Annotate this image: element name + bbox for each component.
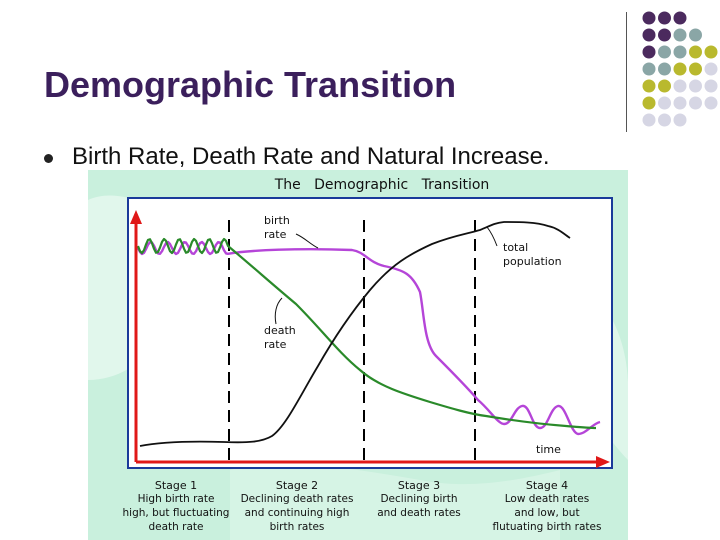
decorative-dot [658, 45, 671, 59]
demographic-transition-figure: The Demographic Transition time birth ra… [88, 170, 628, 540]
decorative-dot [704, 45, 718, 59]
birth-rate-pointer [295, 233, 319, 249]
decorative-dot [689, 45, 702, 59]
decorative-dot [704, 79, 718, 93]
decorative-dot [642, 62, 656, 76]
x-axis-label: time [536, 443, 561, 456]
decorative-dot [673, 11, 687, 25]
decorative-dot [658, 79, 671, 93]
population-label-line1: total [503, 241, 528, 254]
stage-description-line: and low, but [514, 507, 579, 519]
chart-svg: The Demographic Transition time birth ra… [88, 170, 628, 540]
death-rate-label-line1: death [264, 324, 296, 337]
decorative-dot [689, 79, 702, 93]
decorative-dot [642, 113, 656, 127]
decorative-dot [642, 96, 656, 110]
birth-rate-label-line1: birth [264, 214, 290, 227]
stage-description-line: death rate [149, 521, 204, 533]
stage-description-line: and death rates [377, 507, 461, 519]
decorative-dot [673, 96, 687, 110]
birth-rate-label-line2: rate [264, 228, 287, 241]
stage-label: Stage 1 [155, 479, 197, 492]
stage-description-line: Declining birth [380, 493, 457, 505]
decorative-dot [658, 96, 671, 110]
y-axis-arrow-icon [130, 210, 142, 224]
decorative-dot [673, 45, 687, 59]
decorative-dot [642, 45, 656, 59]
stage-description-line: Declining death rates [241, 493, 354, 505]
slide-title: Demographic Transition [44, 64, 457, 105]
series-layer [136, 221, 601, 447]
decorative-dot [689, 96, 702, 110]
decorative-dot [658, 113, 671, 127]
death-rate-pointer [274, 297, 283, 325]
bullet-text: Birth Rate, Death Rate and Natural Incre… [72, 143, 550, 170]
decorative-dot [689, 62, 702, 76]
bullet-dot-icon [44, 154, 53, 163]
decorative-dot [673, 62, 687, 76]
chart-title: The Demographic Transition [274, 177, 490, 193]
decorative-dot [673, 113, 687, 127]
population-label-line2: population [503, 255, 562, 268]
decorative-dot [704, 96, 718, 110]
decorative-divider [626, 12, 627, 132]
decorative-dot [704, 62, 718, 76]
stage-description-line: flutuating birth rates [493, 521, 602, 533]
stage-label: Stage 2 [276, 479, 318, 492]
stage-label: Stage 3 [398, 479, 440, 492]
stage-description-line: Low death rates [505, 493, 589, 505]
map-landmass [230, 463, 560, 540]
decorative-dot [658, 62, 671, 76]
stage-label: Stage 4 [526, 479, 568, 492]
decorative-dot [658, 28, 671, 42]
decorative-dot [689, 28, 702, 42]
x-axis-arrow-icon [596, 456, 610, 468]
total-population-line [139, 221, 571, 447]
stage-description-line: birth rates [270, 521, 325, 533]
decorative-dot [642, 11, 656, 25]
stage-description-line: high, but fluctuating [123, 507, 230, 519]
population-pointer [486, 226, 498, 247]
decorative-dot [673, 28, 687, 42]
death-rate-line [136, 237, 597, 430]
stage-description-line: High birth rate [138, 493, 215, 505]
decorative-dot [642, 28, 656, 42]
stage-description-line: and continuing high [245, 507, 350, 519]
decorative-dot [673, 79, 687, 93]
decorative-dot [658, 11, 671, 25]
death-rate-label-line2: rate [264, 338, 287, 351]
decorative-dot [642, 79, 656, 93]
